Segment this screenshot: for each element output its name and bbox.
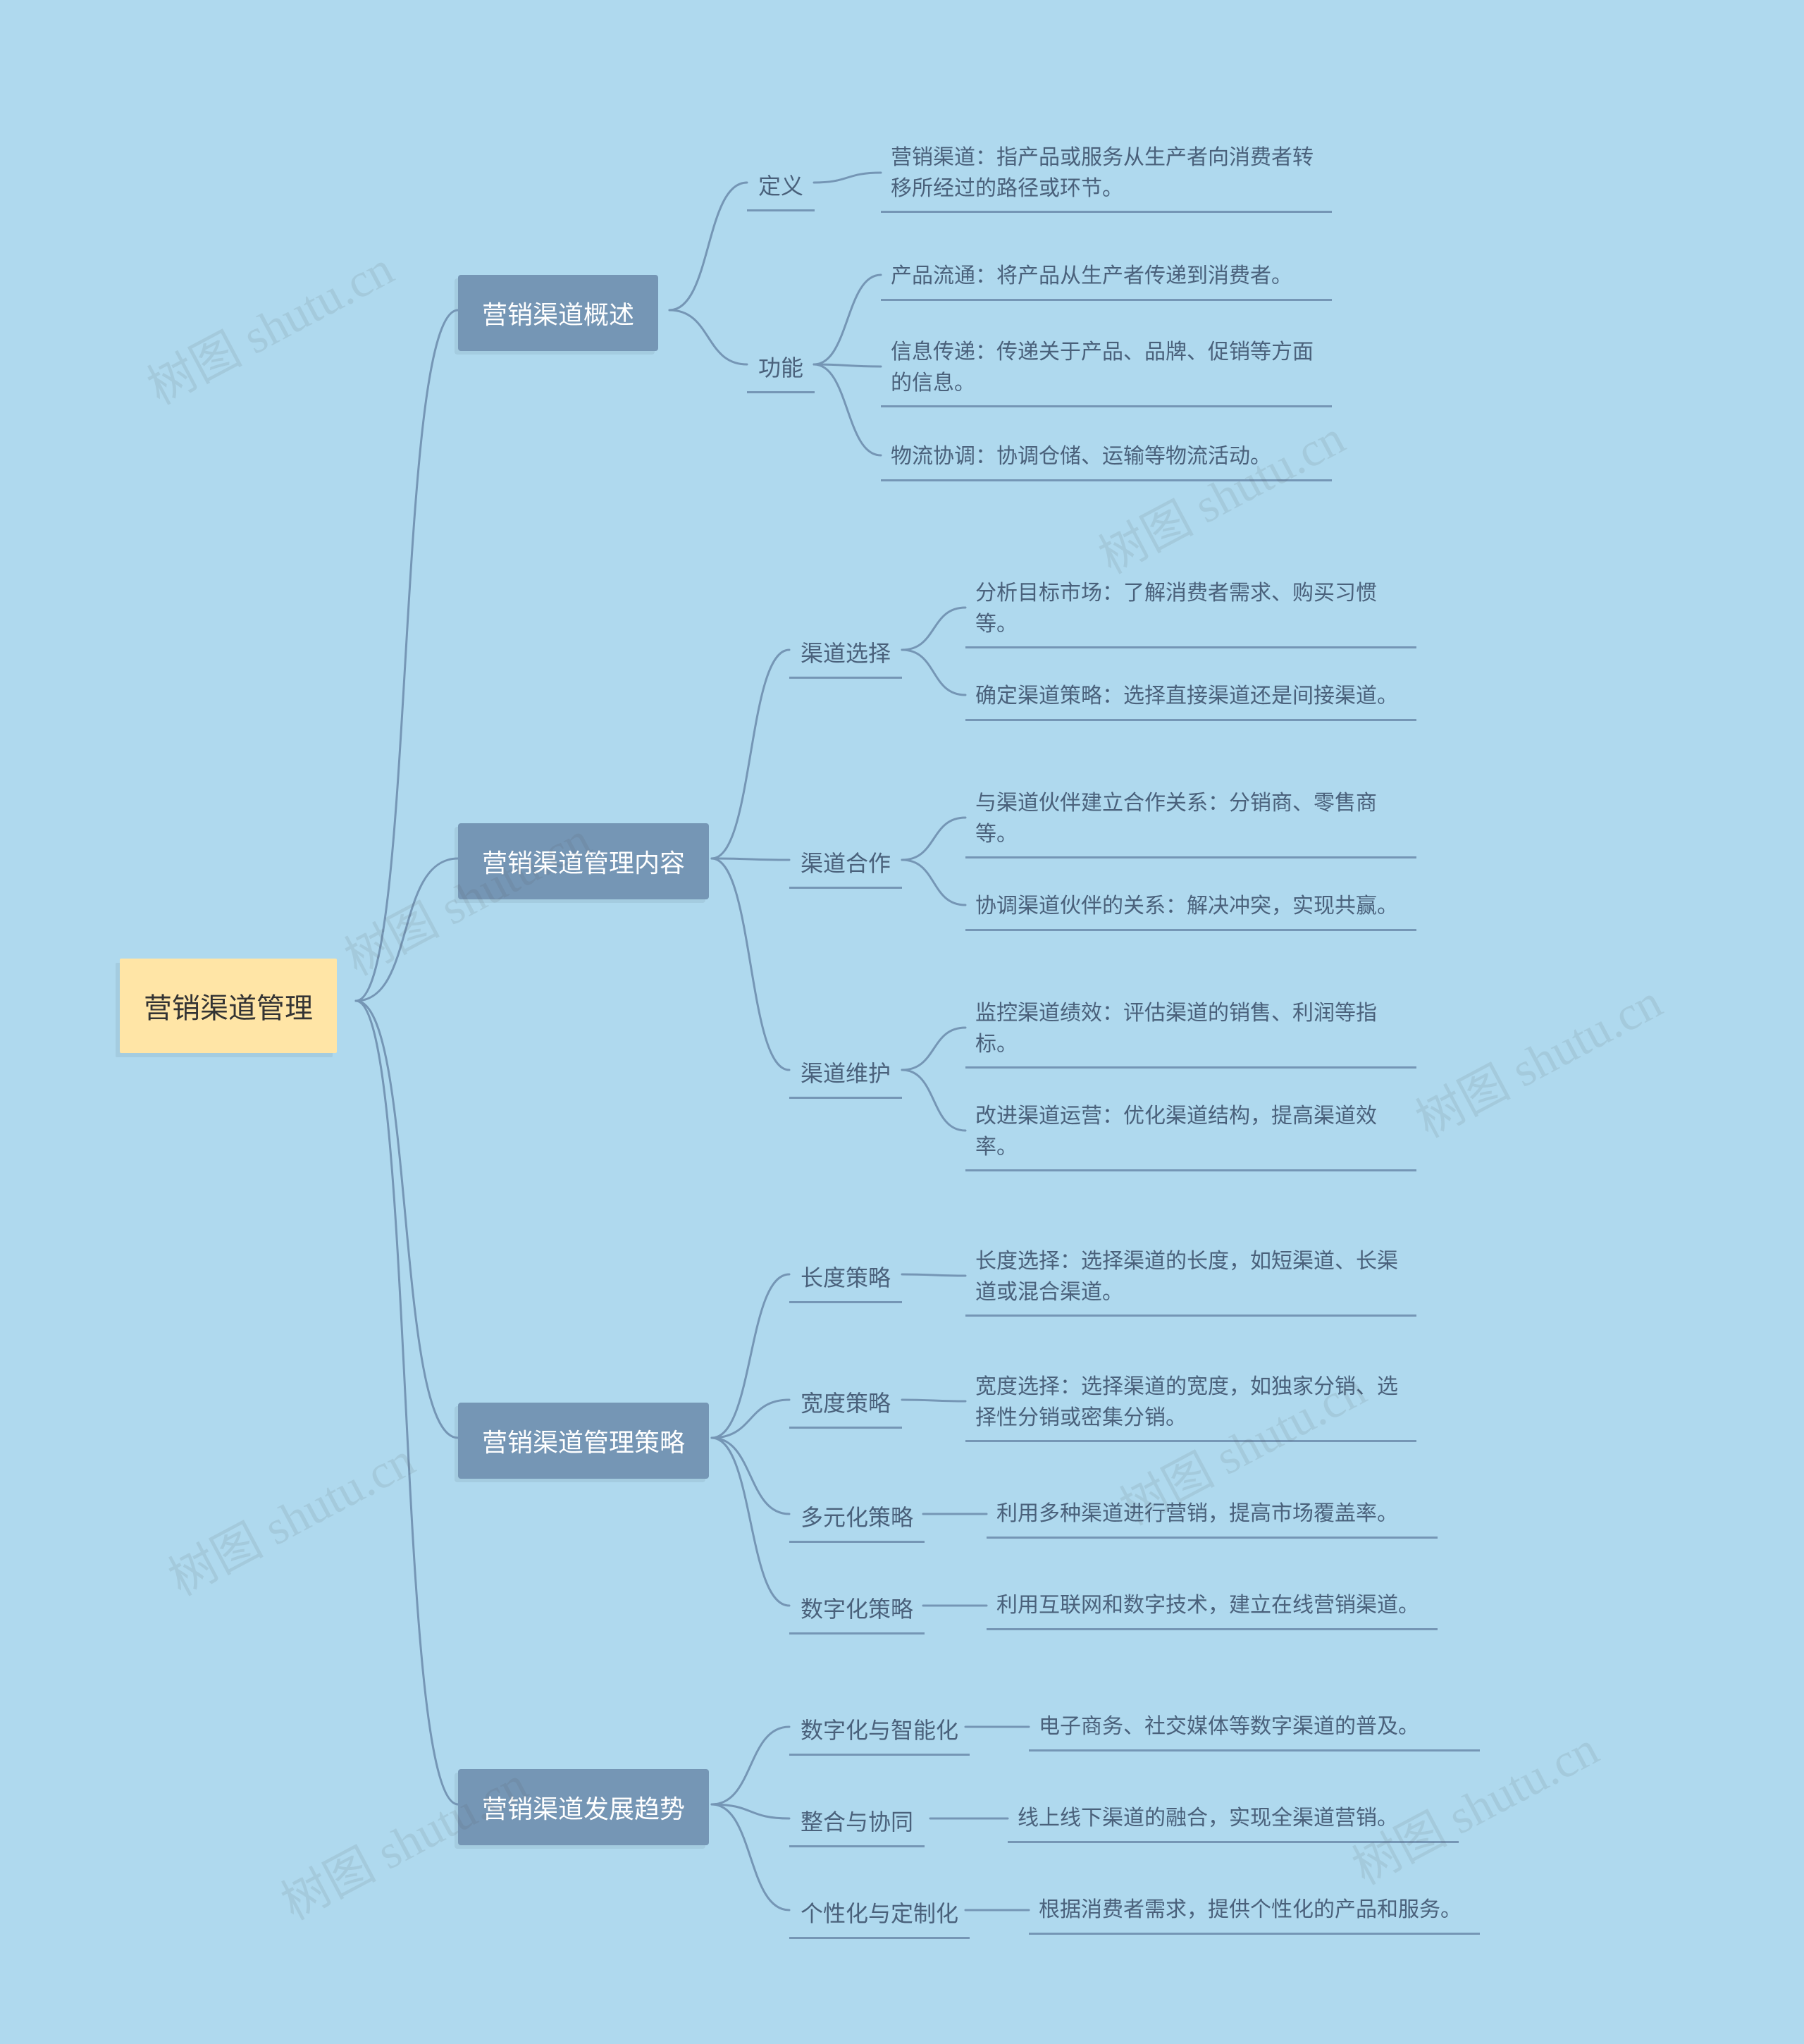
watermark: 树图 shutu.cn — [1085, 399, 1354, 587]
leaf-width: 宽度选择：选择渠道的宽度，如独家分销、选择性分销或密集分销。 — [965, 1366, 1416, 1442]
leaf-select-a: 分析目标市场：了解消费者需求、购买习惯等。 — [965, 572, 1416, 648]
node-diverse: 多元化策略 — [789, 1493, 925, 1543]
leaf-digi-intel: 电子商务、社交媒体等数字渠道的普及。 — [1029, 1706, 1480, 1751]
leaf-definition-text: 营销渠道：指产品或服务从生产者向消费者转移所经过的路径或环节。 — [881, 137, 1332, 213]
leaf-digital: 利用互联网和数字技术，建立在线营销渠道。 — [987, 1584, 1438, 1630]
leaf-diverse: 利用多种渠道进行营销，提高市场覆盖率。 — [987, 1493, 1438, 1539]
leaf-function-a: 产品流通：将产品从生产者传递到消费者。 — [881, 255, 1332, 301]
leaf-function-c: 物流协调：协调仓储、运输等物流活动。 — [881, 436, 1332, 481]
node-width: 宽度策略 — [789, 1379, 902, 1429]
node-channel-coop: 渠道合作 — [789, 839, 902, 889]
mindmap-root: 营销渠道管理 — [120, 959, 337, 1053]
leaf-maint-b: 改进渠道运营：优化渠道结构，提高渠道效率。 — [965, 1095, 1416, 1171]
branch-overview: 营销渠道概述 — [458, 275, 658, 351]
leaf-length: 长度选择：选择渠道的长度，如短渠道、长渠道或混合渠道。 — [965, 1240, 1416, 1317]
leaf-integrate: 线上线下渠道的融合，实现全渠道营销。 — [1008, 1797, 1459, 1843]
node-function: 功能 — [747, 343, 815, 393]
branch-trend: 营销渠道发展趋势 — [458, 1769, 709, 1845]
watermark: 树图 shutu.cn — [1402, 963, 1672, 1151]
node-digi-intel: 数字化与智能化 — [789, 1706, 970, 1756]
node-digital: 数字化策略 — [789, 1584, 925, 1634]
leaf-coop-a: 与渠道伙伴建立合作关系：分销商、零售商等。 — [965, 782, 1416, 858]
leaf-select-b: 确定渠道策略：选择直接渠道还是间接渠道。 — [965, 675, 1416, 721]
node-channel-maint: 渠道维护 — [789, 1049, 902, 1099]
node-integrate: 整合与协同 — [789, 1797, 925, 1847]
watermark: 树图 shutu.cn — [154, 1421, 424, 1609]
leaf-coop-b: 协调渠道伙伴的关系：解决冲突，实现共赢。 — [965, 885, 1416, 931]
watermark: 树图 shutu.cn — [133, 230, 403, 418]
branch-content: 营销渠道管理内容 — [458, 823, 709, 899]
node-length: 长度策略 — [789, 1253, 902, 1303]
leaf-function-b: 信息传递：传递关于产品、品牌、促销等方面的信息。 — [881, 331, 1332, 407]
leaf-custom: 根据消费者需求，提供个性化的产品和服务。 — [1029, 1889, 1480, 1935]
branch-strategy: 营销渠道管理策略 — [458, 1403, 709, 1479]
node-custom: 个性化与定制化 — [789, 1889, 970, 1939]
node-definition: 定义 — [747, 161, 815, 211]
node-channel-select: 渠道选择 — [789, 629, 902, 679]
leaf-maint-a: 监控渠道绩效：评估渠道的销售、利润等指标。 — [965, 992, 1416, 1069]
